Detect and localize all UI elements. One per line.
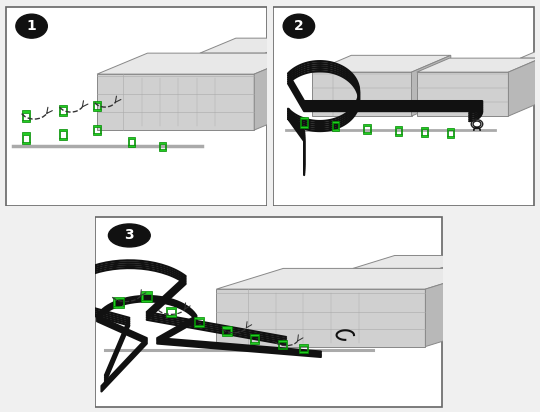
Polygon shape <box>113 297 124 306</box>
Polygon shape <box>417 58 540 72</box>
FancyBboxPatch shape <box>6 7 267 206</box>
Polygon shape <box>520 58 540 102</box>
Polygon shape <box>448 128 454 136</box>
Polygon shape <box>421 135 428 137</box>
Polygon shape <box>332 129 339 131</box>
Polygon shape <box>59 105 67 114</box>
Polygon shape <box>440 255 482 326</box>
Polygon shape <box>250 334 260 342</box>
Polygon shape <box>299 344 308 351</box>
Polygon shape <box>222 335 232 336</box>
Polygon shape <box>448 136 454 138</box>
Polygon shape <box>141 300 152 302</box>
Polygon shape <box>159 141 166 149</box>
Text: 2: 2 <box>294 19 304 33</box>
Polygon shape <box>194 325 204 327</box>
Polygon shape <box>278 348 287 349</box>
Polygon shape <box>299 351 308 353</box>
Text: 1: 1 <box>26 19 37 33</box>
Polygon shape <box>200 53 265 109</box>
Polygon shape <box>300 117 308 126</box>
Polygon shape <box>97 53 305 74</box>
Polygon shape <box>332 121 339 129</box>
Polygon shape <box>222 326 232 335</box>
Polygon shape <box>59 129 67 138</box>
FancyBboxPatch shape <box>273 7 534 206</box>
Polygon shape <box>312 55 451 72</box>
Polygon shape <box>353 268 440 326</box>
Polygon shape <box>395 126 402 134</box>
Text: 3: 3 <box>125 229 134 242</box>
Polygon shape <box>395 134 402 136</box>
Polygon shape <box>353 255 482 268</box>
Polygon shape <box>97 74 254 130</box>
Circle shape <box>109 224 150 247</box>
Polygon shape <box>93 133 101 135</box>
Polygon shape <box>166 316 176 317</box>
Polygon shape <box>127 137 134 145</box>
Polygon shape <box>194 316 204 325</box>
FancyBboxPatch shape <box>95 217 442 407</box>
Polygon shape <box>250 342 260 344</box>
Polygon shape <box>217 289 426 346</box>
Polygon shape <box>159 149 166 151</box>
Polygon shape <box>426 268 492 346</box>
Polygon shape <box>59 138 67 140</box>
Polygon shape <box>93 109 101 111</box>
Polygon shape <box>363 132 370 134</box>
Polygon shape <box>411 55 451 116</box>
Polygon shape <box>22 142 30 144</box>
Circle shape <box>283 14 315 38</box>
Polygon shape <box>363 124 370 132</box>
Polygon shape <box>22 132 30 142</box>
Polygon shape <box>166 307 176 316</box>
Polygon shape <box>300 126 308 128</box>
Polygon shape <box>265 38 301 109</box>
Polygon shape <box>254 53 305 130</box>
Polygon shape <box>127 145 134 147</box>
Circle shape <box>16 14 48 38</box>
Polygon shape <box>278 340 287 348</box>
Polygon shape <box>59 114 67 116</box>
Polygon shape <box>417 72 509 116</box>
Polygon shape <box>113 306 124 308</box>
Polygon shape <box>93 101 101 109</box>
Polygon shape <box>217 268 492 289</box>
Polygon shape <box>22 110 30 120</box>
Polygon shape <box>93 125 101 133</box>
Polygon shape <box>22 120 30 122</box>
Polygon shape <box>200 38 301 53</box>
Polygon shape <box>421 127 428 135</box>
Polygon shape <box>141 291 152 300</box>
Polygon shape <box>509 58 540 116</box>
Polygon shape <box>520 50 540 58</box>
Polygon shape <box>312 72 411 116</box>
